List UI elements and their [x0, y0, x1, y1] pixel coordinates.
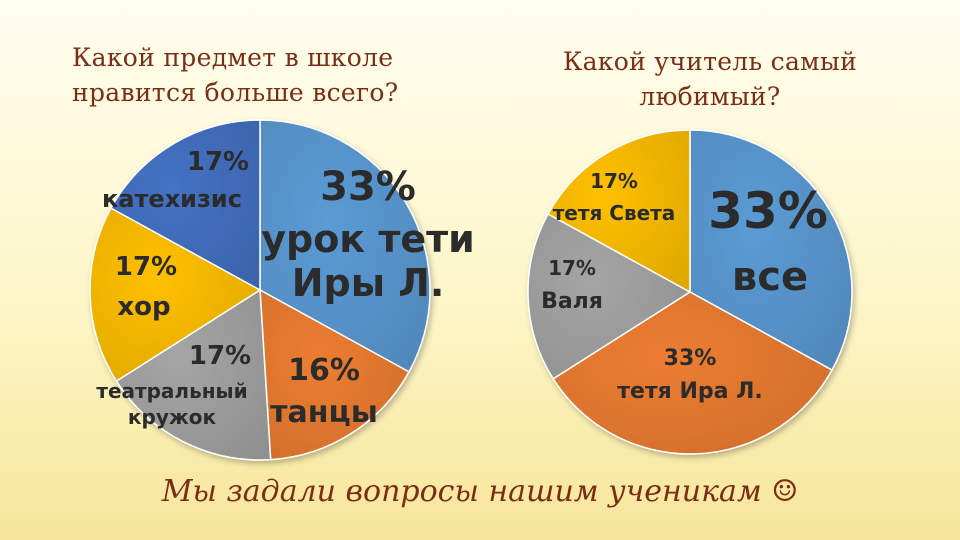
pie-slice-0-1	[259, 288, 410, 461]
pie-category-label-0-3-0: хор	[117, 292, 170, 322]
pie-slice-1-0	[689, 129, 853, 372]
pie-value-label-0-0: 33%	[320, 164, 416, 210]
pie-chart-teachers	[527, 129, 853, 455]
pie-value-label-1-3: 17%	[590, 169, 638, 193]
chart-title-left: Какой предмет в школе нравится больше вс…	[72, 40, 398, 110]
pie-category-label-0-1-0: танцы	[270, 395, 378, 430]
pie-value-label-0-2: 17%	[189, 341, 251, 371]
title-left-line1: Какой предмет в школе	[72, 43, 394, 72]
smiley-icon: ☺	[771, 474, 799, 509]
title-right-line2: любимый?	[639, 82, 781, 111]
pie-category-label-1-0-0: все	[732, 254, 808, 300]
pie-value-label-1-1: 33%	[664, 346, 717, 371]
pie-category-label-0-2-1: кружок	[128, 405, 217, 429]
pie-slice-0-3	[89, 207, 262, 383]
pie-value-label-1-0: 33%	[708, 182, 828, 240]
pie-category-label-1-3-0: тетя Света	[553, 201, 676, 225]
title-left-line2: нравится больше всего?	[72, 78, 399, 107]
pie-value-label-1-2: 17%	[548, 256, 596, 280]
pie-labels-teachers: 33% все 33% тетя Ира Л. 17% Валя 17% тетя Света	[541, 169, 828, 404]
pie-slice-1-1	[552, 291, 833, 455]
chart-title-right: Какой учитель самый любимый?	[500, 44, 920, 114]
pie-value-label-0-4: 17%	[187, 147, 249, 177]
title-right-line1: Какой учитель самый	[562, 47, 858, 76]
pie-category-label-1-2-0: Валя	[541, 289, 603, 314]
pie-value-label-0-1: 16%	[288, 353, 360, 388]
pie-category-label-0-2-0: театральный	[96, 379, 247, 403]
pie-category-label-0-0-0: урок тети	[261, 217, 475, 261]
pie-chart-subjects	[89, 119, 431, 461]
pie-slice-0-4	[110, 119, 261, 292]
pie-slice-1-2	[527, 212, 692, 380]
pie-slice-0-0	[259, 119, 431, 373]
pie-category-label-0-0-1: Иры Л.	[292, 261, 445, 305]
pie-slice-0-2	[115, 288, 272, 461]
pie-slice-1-3	[547, 129, 691, 294]
pie-value-label-0-3: 17%	[115, 252, 177, 282]
pie-category-label-1-1-0: тетя Ира Л.	[617, 379, 763, 404]
footer-caption: Мы задали вопросы нашим ученикам ☺	[0, 474, 960, 509]
footer-text: Мы задали вопросы нашим ученикам	[161, 474, 762, 509]
pie-category-label-0-4-0: катехизис	[102, 185, 242, 213]
